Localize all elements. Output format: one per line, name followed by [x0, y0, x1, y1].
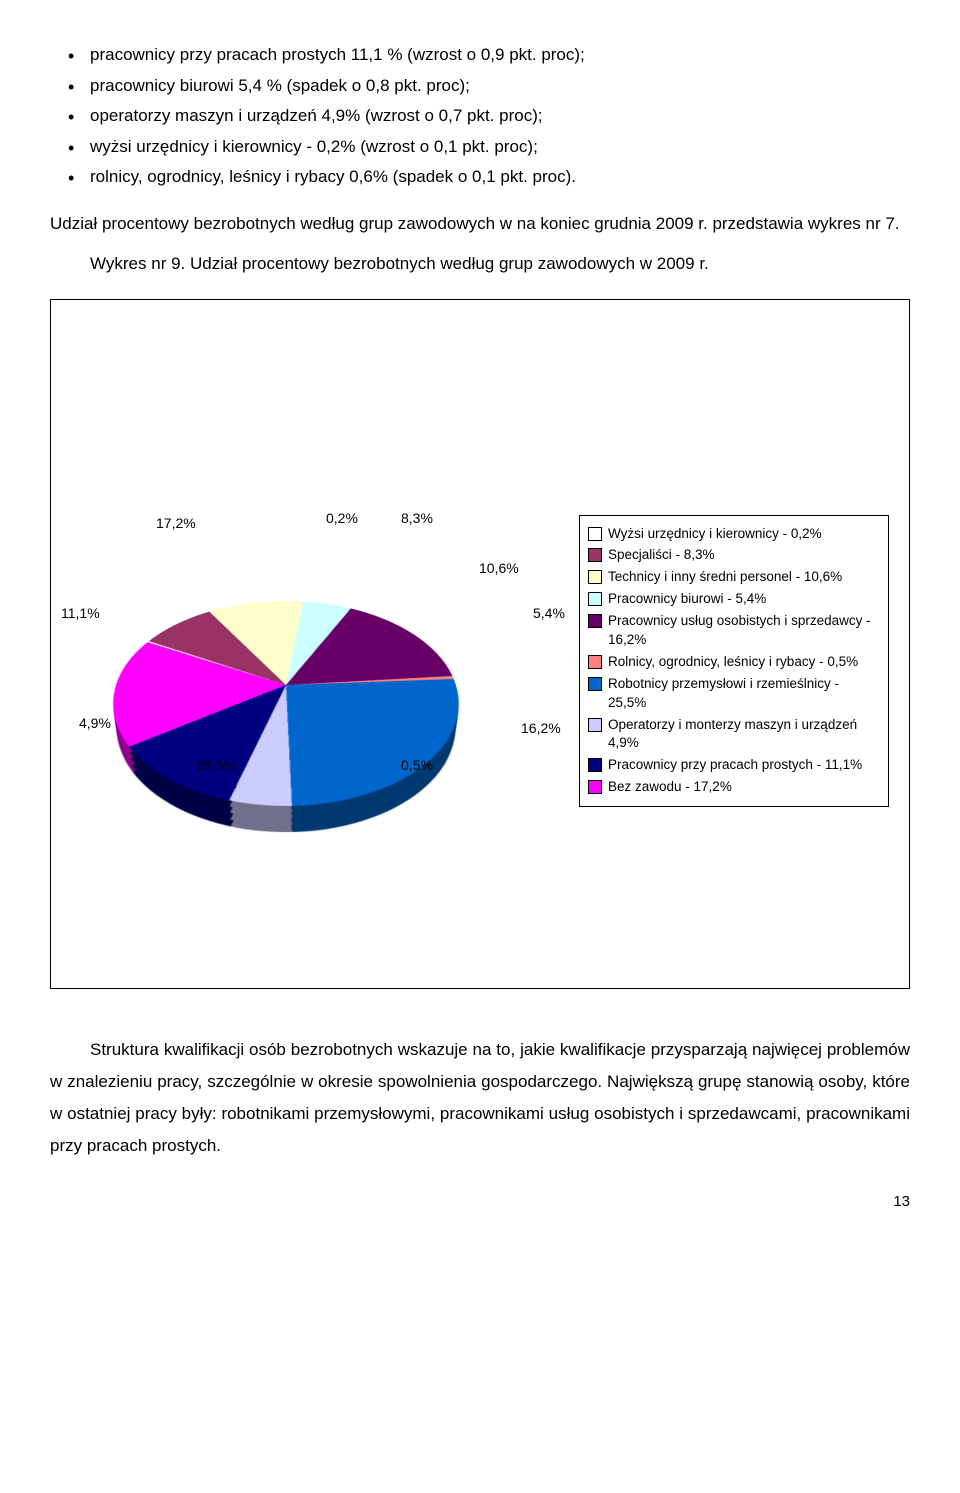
legend-label: Bez zawodu - 17,2% — [608, 778, 880, 797]
bullet-item: pracownicy przy pracach prostych 11,1 % … — [90, 40, 910, 71]
paragraph-intro: Udział procentowy bezrobotnych według gr… — [50, 208, 910, 240]
bullet-item: operatorzy maszyn i urządzeń 4,9% (wzros… — [90, 101, 910, 132]
chart-area: 0,2% 8,3% 10,6% 5,4% 16,2% 0,5% 25,5% 4,9% 11,1%… — [61, 315, 899, 970]
legend-swatch — [588, 758, 602, 772]
pie-pct-label: 0,2% — [326, 510, 358, 526]
legend-swatch — [588, 570, 602, 584]
legend-label: Pracownicy usług osobistych i sprzedawcy… — [608, 612, 880, 650]
pie-wrap — [116, 515, 456, 755]
legend-item: Rolnicy, ogrodnicy, leśnicy i rybacy - 0… — [588, 653, 880, 672]
legend-item: Operatorzy i monterzy maszyn i urządzeń … — [588, 716, 880, 754]
legend-swatch — [588, 548, 602, 562]
chart-container: 0,2% 8,3% 10,6% 5,4% 16,2% 0,5% 25,5% 4,9% 11,1%… — [50, 299, 910, 989]
legend-swatch — [588, 718, 602, 732]
legend-swatch — [588, 592, 602, 606]
pie-pct-label: 10,6% — [479, 560, 519, 576]
pie-pct-label: 0,5% — [401, 757, 433, 773]
legend-label: Pracownicy biurowi - 5,4% — [608, 590, 880, 609]
pie-pct-label: 4,9% — [79, 715, 111, 731]
legend-swatch — [588, 780, 602, 794]
bullet-item: rolnicy, ogrodnicy, leśnicy i rybacy 0,6… — [90, 162, 910, 193]
chart-title: Wykres nr 9. Udział procentowy bezrobotn… — [50, 248, 910, 280]
legend-swatch — [588, 655, 602, 669]
bullet-item: pracownicy biurowi 5,4 % (spadek o 0,8 p… — [90, 71, 910, 102]
legend-label: Robotnicy przemysłowi i rzemieślnicy - 2… — [608, 675, 880, 713]
legend-label: Rolnicy, ogrodnicy, leśnicy i rybacy - 0… — [608, 653, 880, 672]
pie-pct-label: 25,5% — [196, 757, 236, 773]
pie-pct-label: 5,4% — [533, 605, 565, 621]
legend-item: Specjaliści - 8,3% — [588, 546, 880, 565]
legend-label: Specjaliści - 8,3% — [608, 546, 880, 565]
pie-top — [79, 601, 494, 806]
legend: Wyżsi urzędnicy i kierownicy - 0,2% Specj… — [579, 515, 889, 808]
pie-pct-label: 16,2% — [521, 720, 561, 736]
paragraph-conclusion: Struktura kwalifikacji osób bezrobotnych… — [50, 1034, 910, 1163]
legend-label: Wyżsi urzędnicy i kierownicy - 0,2% — [608, 525, 880, 544]
legend-item: Technicy i inny średni personel - 10,6% — [588, 568, 880, 587]
legend-item: Robotnicy przemysłowi i rzemieślnicy - 2… — [588, 675, 880, 713]
legend-item: Wyżsi urzędnicy i kierownicy - 0,2% — [588, 525, 880, 544]
legend-label: Technicy i inny średni personel - 10,6% — [608, 568, 880, 587]
legend-item: Pracownicy usług osobistych i sprzedawcy… — [588, 612, 880, 650]
pie-pct-label: 11,1% — [61, 605, 100, 621]
pie-pct-label: 17,2% — [156, 515, 196, 531]
legend-item: Bez zawodu - 17,2% — [588, 778, 880, 797]
legend-item: Pracownicy przy pracach prostych - 11,1% — [588, 756, 880, 775]
pie-pct-label: 8,3% — [401, 510, 433, 526]
legend-swatch — [588, 677, 602, 691]
bullet-list: pracownicy przy pracach prostych 11,1 % … — [50, 40, 910, 193]
pie-3d — [79, 601, 494, 806]
bullet-item: wyżsi urzędnicy i kierownicy - 0,2% (wzr… — [90, 132, 910, 163]
legend-swatch — [588, 527, 602, 541]
legend-label: Pracownicy przy pracach prostych - 11,1% — [608, 756, 880, 775]
legend-swatch — [588, 614, 602, 628]
legend-label: Operatorzy i monterzy maszyn i urządzeń … — [608, 716, 880, 754]
legend-item: Pracownicy biurowi - 5,4% — [588, 590, 880, 609]
page-number: 13 — [50, 1193, 910, 1210]
